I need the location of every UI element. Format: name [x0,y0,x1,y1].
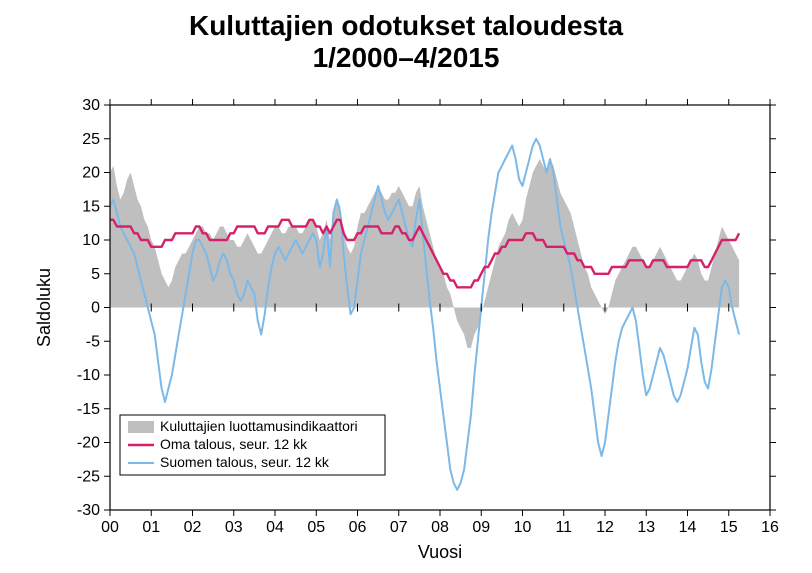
chart-container: Kuluttajien odotukset taloudesta 1/2000–… [0,0,812,573]
ytick-label: 15 [82,198,100,215]
xtick-label: 02 [184,519,202,536]
xtick-label: 04 [266,519,284,536]
plot-svg: -30-25-20-15-10-505101520253000010203040… [0,0,812,573]
xtick-label: 10 [514,519,532,536]
xtick-label: 15 [720,519,738,536]
xtick-label: 14 [679,519,697,536]
ytick-label: 10 [82,232,100,249]
ytick-label: 0 [91,300,100,317]
xtick-label: 13 [637,519,655,536]
legend-swatch [128,421,154,433]
xtick-label: 11 [555,519,572,536]
xtick-label: 07 [390,519,408,536]
ytick-label: 5 [91,266,100,283]
y-axis-label: Saldoluku [34,268,54,347]
xtick-label: 08 [431,519,449,536]
ytick-label: -30 [77,502,100,519]
xtick-label: 01 [142,519,160,536]
ytick-label: -20 [77,435,100,452]
ytick-label: 20 [82,165,100,182]
ytick-label: -25 [77,468,100,485]
ytick-label: -10 [77,367,100,384]
xtick-label: 03 [225,519,243,536]
xtick-label: 05 [307,519,325,536]
ytick-label: 30 [82,97,100,114]
legend-label: Kuluttajien luottamusindikaattori [160,418,358,434]
ytick-label: -5 [86,333,100,350]
x-axis-label: Vuosi [418,542,462,562]
ytick-label: 25 [82,131,100,148]
legend-label: Suomen talous, seur. 12 kk [160,454,330,470]
xtick-label: 09 [472,519,490,536]
legend-label: Oma talous, seur. 12 kk [160,436,308,452]
xtick-label: 00 [101,519,119,536]
xtick-label: 12 [596,519,614,536]
xtick-label: 06 [349,519,367,536]
ytick-label: -15 [77,401,100,418]
xtick-label: 16 [761,519,779,536]
